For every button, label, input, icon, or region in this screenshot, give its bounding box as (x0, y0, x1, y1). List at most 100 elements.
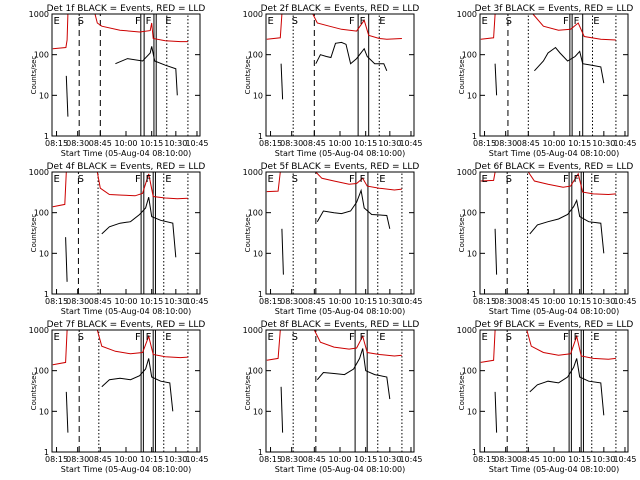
x-tick-label: 10:15 (354, 139, 377, 148)
event-marker-label: E (379, 16, 385, 27)
x-tick-label: 10:30 (592, 139, 615, 148)
x-tick-label: 10:30 (378, 455, 401, 464)
y-tick-label: 10 (253, 91, 263, 100)
event-marker-label: E (54, 332, 60, 343)
y-tick-label: 10 (253, 407, 263, 416)
y-tick-label: 10 (467, 91, 477, 100)
events-series-line (101, 197, 177, 258)
events-series-line (280, 63, 284, 100)
x-tick-label: 10:30 (164, 297, 187, 306)
x-axis-label: Start Time (05-Aug-04 08:10:00) (275, 465, 406, 474)
lld-series-line (315, 171, 402, 191)
event-marker-label: F (563, 174, 569, 185)
panel-title: Det 2f BLACK = Events, RED = LLD (261, 4, 420, 14)
panel-4: Det 4f BLACK = Events, RED = LLD E S F F E 1 10… (29, 162, 209, 316)
event-marker-label: F (574, 16, 580, 27)
event-marker-label: F (135, 174, 141, 185)
panel-1: Det 1f BLACK = Events, RED = LLD E S F F E 1 10… (29, 4, 209, 158)
events-series-line (101, 358, 174, 412)
x-tick-label: 08:45 (303, 455, 326, 464)
x-tick-label: 10:30 (378, 139, 401, 148)
event-marker-label: E (482, 174, 488, 185)
y-tick-label: 1 (258, 448, 263, 457)
event-marker-label: E (593, 174, 599, 185)
y-axis-label: Counts/sec (458, 214, 466, 253)
events-series-line (316, 348, 391, 400)
y-tick-label: 100 (248, 367, 263, 376)
x-axis-label: Start Time (05-Aug-04 08:10:00) (61, 149, 192, 158)
y-axis-label: Counts/sec (30, 372, 38, 411)
events-series-line (65, 391, 69, 433)
lld-series-line (94, 13, 188, 43)
event-marker-label: S (292, 174, 298, 185)
x-tick-label: 08:15 (259, 139, 282, 148)
lld-series-line (480, 13, 496, 40)
event-marker-label: S (292, 16, 298, 27)
event-marker-label: E (54, 16, 60, 27)
x-tick-label: 10:45 (399, 297, 422, 306)
x-tick-label: 10:00 (328, 139, 351, 148)
x-tick-label: 08:45 (89, 139, 112, 148)
event-marker-label: E (268, 174, 274, 185)
x-tick-label: 10:30 (378, 297, 401, 306)
event-marker-label: F (360, 174, 366, 185)
panel-title: Det 3f BLACK = Events, RED = LLD (475, 4, 634, 14)
plot-frame (51, 329, 201, 453)
event-marker-label: E (482, 332, 488, 343)
event-marker-label: F (146, 174, 152, 185)
event-marker-label: F (360, 332, 366, 343)
event-marker-label: E (165, 174, 171, 185)
x-axis-label: Start Time (05-Aug-04 08:10:00) (275, 149, 406, 158)
lld-series-line (526, 329, 616, 360)
y-tick-label: 100 (462, 51, 477, 60)
x-tick-label: 10:00 (542, 297, 565, 306)
event-marker-label: F (146, 16, 152, 27)
x-tick-label: 08:15 (259, 455, 282, 464)
x-axis-label: Start Time (05-Aug-04 08:10:00) (275, 307, 406, 316)
y-tick-label: 1 (258, 290, 263, 299)
y-tick-label: 100 (248, 209, 263, 218)
x-tick-label: 08:45 (89, 455, 112, 464)
lld-series-line (312, 13, 402, 40)
x-tick-label: 08:30 (494, 455, 517, 464)
y-tick-label: 1 (472, 290, 477, 299)
event-marker-label: S (506, 174, 512, 185)
events-series-line (281, 228, 284, 275)
y-tick-label: 1000 (29, 10, 49, 19)
x-tick-label: 10:30 (164, 139, 187, 148)
x-tick-label: 08:45 (303, 139, 326, 148)
panel-title: Det 1f BLACK = Events, RED = LLD (47, 4, 206, 14)
events-series-line (494, 391, 498, 433)
event-marker-label: F (349, 174, 355, 185)
y-tick-label: 100 (462, 209, 477, 218)
lld-series-line (52, 329, 68, 366)
y-tick-label: 10 (39, 249, 49, 258)
event-marker-label: S (78, 174, 84, 185)
events-series-line (315, 41, 388, 71)
panel-title: Det 6f BLACK = Events, RED = LLD (475, 162, 634, 172)
event-marker-label: E (268, 16, 274, 27)
event-marker-label: E (593, 16, 599, 27)
y-tick-label: 10 (467, 249, 477, 258)
event-marker-label: S (78, 332, 84, 343)
event-marker-label: S (506, 16, 512, 27)
x-axis-label: Start Time (05-Aug-04 08:10:00) (61, 307, 192, 316)
plot-frame (51, 171, 201, 295)
x-tick-label: 10:15 (140, 297, 163, 306)
event-marker-label: F (135, 16, 141, 27)
x-tick-label: 08:30 (66, 297, 89, 306)
x-tick-label: 10:30 (592, 297, 615, 306)
panel-title: Det 4f BLACK = Events, RED = LLD (47, 162, 206, 172)
lld-series-line (313, 329, 402, 357)
y-axis-label: Counts/sec (30, 214, 38, 253)
y-tick-label: 1 (258, 132, 263, 141)
panel-2: Det 2f BLACK = Events, RED = LLD E S F F E 1 10… (243, 4, 423, 158)
panel-6: Det 6f BLACK = Events, RED = LLD E S F F E 1 10… (457, 162, 637, 316)
x-tick-label: 10:45 (613, 455, 636, 464)
panel-3: Det 3f BLACK = Events, RED = LLD E S F F E 1 10… (457, 4, 637, 158)
x-tick-label: 10:00 (542, 455, 565, 464)
lld-series-line (96, 171, 188, 200)
x-tick-label: 10:45 (185, 455, 208, 464)
lld-series-line (96, 329, 188, 359)
